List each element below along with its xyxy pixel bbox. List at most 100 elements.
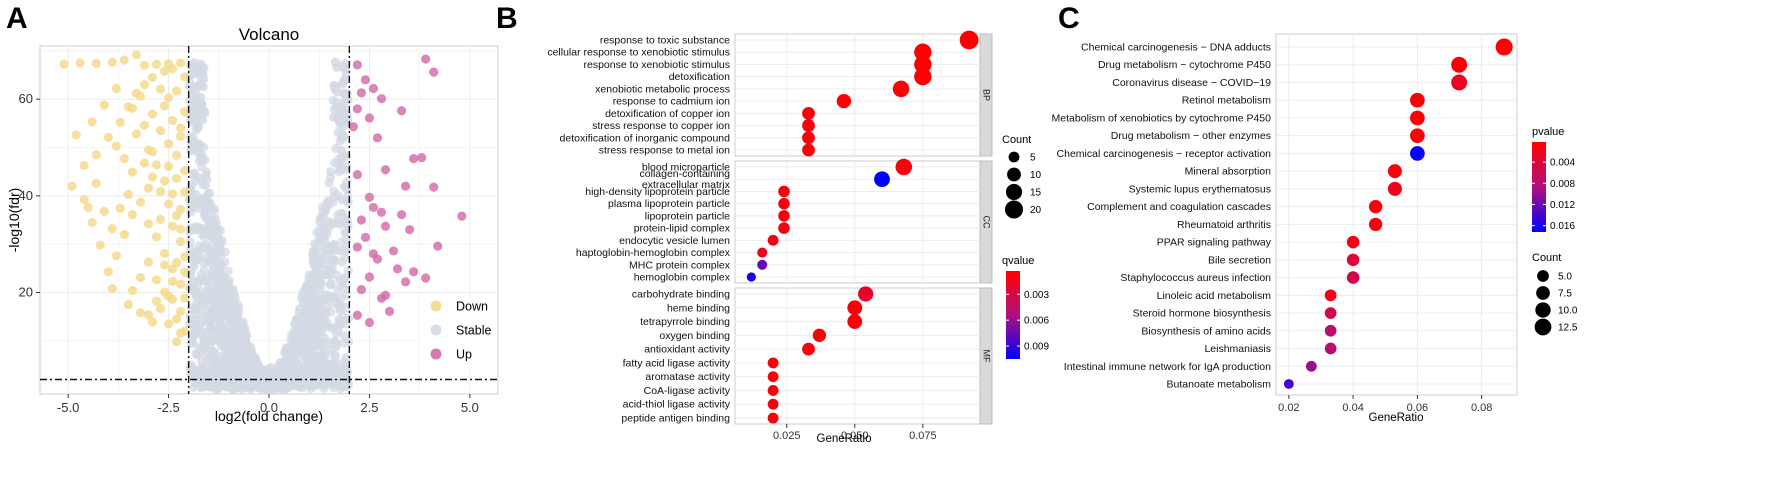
- stable-point: [216, 341, 227, 351]
- stable-point: [197, 200, 207, 211]
- stable-point: [217, 334, 227, 344]
- up-point: [405, 225, 415, 235]
- stable-point: [326, 278, 336, 289]
- stable-point: [328, 379, 338, 389]
- x-tick-label: 0.06: [1407, 402, 1428, 414]
- up-point: [364, 113, 375, 123]
- stable-point: [329, 80, 339, 91]
- term-label: Mineral absorption: [1185, 166, 1272, 178]
- term-dot: [895, 158, 913, 176]
- stable-point: [308, 247, 318, 257]
- y-tick-label: 40: [19, 188, 33, 203]
- term-label: high-density lipoprotein particle: [585, 186, 730, 198]
- down-point: [171, 337, 182, 347]
- down-point: [79, 195, 89, 205]
- facet-panel: [734, 33, 981, 157]
- term-dot: [802, 131, 815, 145]
- term-label: Complement and coagulation cascades: [1087, 201, 1271, 213]
- up-point: [433, 241, 443, 251]
- term-dot: [1324, 289, 1337, 302]
- stable-point: [211, 297, 221, 307]
- down-point: [135, 272, 146, 283]
- size-legend-label: 5: [1030, 153, 1036, 164]
- down-point: [79, 160, 89, 170]
- term-dot: [1346, 271, 1360, 284]
- size-legend-label: 10: [1030, 170, 1042, 181]
- down-point: [163, 139, 174, 149]
- stable-point: [188, 189, 198, 199]
- term-label: Leishmaniasis: [1204, 343, 1271, 355]
- term-label: Steroid hormone biosynthesis: [1133, 308, 1271, 320]
- term-label: Intestinal immune network for IgA produc…: [1064, 361, 1271, 373]
- size-legend-title: Count: [1532, 252, 1561, 264]
- term-dot: [767, 412, 779, 424]
- y-tick-label: 20: [19, 285, 33, 300]
- kegg-x-ticks: 0.02 0.04 0.06 0.08: [1278, 395, 1492, 414]
- term-dot: [1410, 110, 1425, 126]
- stable-point: [342, 368, 352, 378]
- term-dot: [757, 259, 768, 270]
- down-point: [163, 319, 174, 329]
- down-point: [167, 276, 178, 286]
- stable-point: [280, 346, 290, 357]
- stable-point: [238, 350, 249, 361]
- term-label: detoxification of copper ion: [605, 108, 730, 120]
- stable-point: [320, 347, 330, 358]
- stable-point: [213, 312, 224, 322]
- term-label: Drug metabolism − cytochrome P450: [1098, 59, 1271, 71]
- term-dot: [1324, 324, 1337, 337]
- down-point: [167, 189, 178, 199]
- stable-point: [204, 282, 214, 292]
- size-legend-dot: [1004, 200, 1024, 219]
- stable-point: [338, 88, 348, 98]
- color-legend-label: 0.004: [1550, 158, 1575, 169]
- down-point: [163, 199, 174, 209]
- stable-point: [337, 382, 347, 392]
- term-label: fatty acid ligase activity: [623, 357, 731, 369]
- stable-point: [246, 346, 256, 356]
- term-dot: [767, 385, 779, 396]
- down-point: [167, 221, 178, 231]
- term-label: response to cadmium ion: [613, 96, 730, 108]
- down-point: [99, 100, 109, 110]
- down-point: [71, 130, 81, 140]
- up-point: [429, 182, 439, 192]
- down-point: [159, 248, 170, 258]
- x-tick-label: 0.025: [773, 430, 801, 442]
- x-tick-label: 0.04: [1342, 402, 1363, 414]
- kegg-plot-area: [1275, 33, 1518, 396]
- down-point: [139, 120, 150, 130]
- down-point: [135, 197, 146, 207]
- stable-point: [264, 364, 274, 374]
- up-point: [396, 106, 407, 116]
- stable-point: [292, 316, 302, 326]
- term-dot: [1410, 128, 1425, 144]
- term-label: blood microparticle: [642, 162, 730, 174]
- term-dot: [767, 357, 779, 369]
- color-legend-label: 0.008: [1550, 179, 1575, 190]
- down-point: [171, 314, 182, 324]
- stable-point: [202, 379, 212, 389]
- stable-point: [215, 239, 225, 249]
- down-point: [176, 131, 186, 141]
- term-label: Staphylococcus aureus infection: [1120, 272, 1271, 284]
- down-point: [159, 260, 170, 270]
- term-dot: [802, 143, 815, 157]
- stable-point: [315, 284, 325, 294]
- up-point: [421, 273, 431, 283]
- term-dot: [778, 222, 790, 234]
- x-tick-label: -2.5: [157, 400, 179, 415]
- term-label: carbohydrate binding: [632, 289, 730, 301]
- term-dot: [914, 43, 932, 61]
- stable-point: [216, 355, 226, 365]
- x-tick-label: 0.08: [1471, 402, 1492, 414]
- stable-point: [319, 370, 329, 380]
- down-point: [143, 257, 154, 267]
- color-legend-bar: [1532, 142, 1546, 232]
- stable-point: [301, 313, 311, 323]
- term-dot: [778, 197, 790, 210]
- term-label: endocytic vesicle lumen: [619, 235, 730, 247]
- kegg-grid: [1276, 34, 1517, 395]
- stable-point: [334, 326, 344, 336]
- stable-point: [240, 370, 250, 380]
